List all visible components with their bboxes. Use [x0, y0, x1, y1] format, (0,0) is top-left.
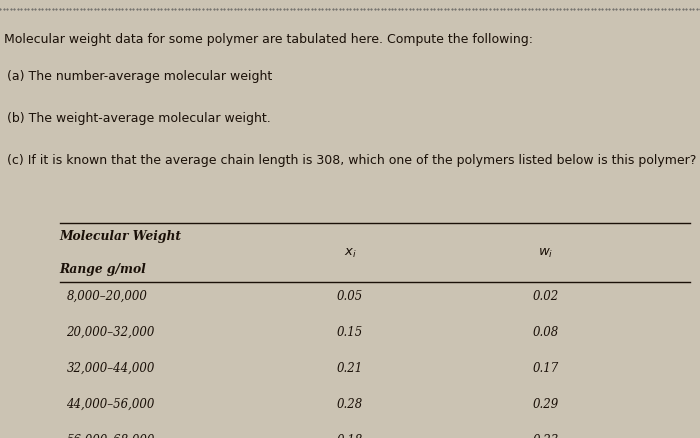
- Text: 0.28: 0.28: [337, 397, 363, 410]
- Text: 0.29: 0.29: [533, 397, 559, 410]
- Text: (c) If it is known that the average chain length is 308, which one of the polyme: (c) If it is known that the average chai…: [7, 153, 696, 166]
- Text: 0.08: 0.08: [533, 325, 559, 338]
- Text: 0.18: 0.18: [337, 433, 363, 438]
- Text: (a) The number-average molecular weight: (a) The number-average molecular weight: [7, 70, 272, 83]
- Text: Range g/mol: Range g/mol: [60, 263, 146, 276]
- Text: 0.17: 0.17: [533, 361, 559, 374]
- Text: 32,000–44,000: 32,000–44,000: [66, 361, 155, 374]
- Text: $x_i$: $x_i$: [344, 246, 356, 259]
- Text: 0.23: 0.23: [533, 433, 559, 438]
- Text: 0.02: 0.02: [533, 289, 559, 302]
- Text: 0.15: 0.15: [337, 325, 363, 338]
- Text: 20,000–32,000: 20,000–32,000: [66, 325, 155, 338]
- Text: Molecular Weight: Molecular Weight: [60, 230, 181, 243]
- Text: $w_i$: $w_i$: [538, 246, 554, 259]
- Text: 0.05: 0.05: [337, 289, 363, 302]
- Text: 44,000–56,000: 44,000–56,000: [66, 397, 155, 410]
- Text: (b) The weight-average molecular weight.: (b) The weight-average molecular weight.: [7, 112, 271, 125]
- Text: 8,000–20,000: 8,000–20,000: [66, 289, 148, 302]
- Text: 0.21: 0.21: [337, 361, 363, 374]
- Text: Molecular weight data for some polymer are tabulated here. Compute the following: Molecular weight data for some polymer a…: [4, 33, 533, 46]
- Text: 56,000–68,000: 56,000–68,000: [66, 433, 155, 438]
